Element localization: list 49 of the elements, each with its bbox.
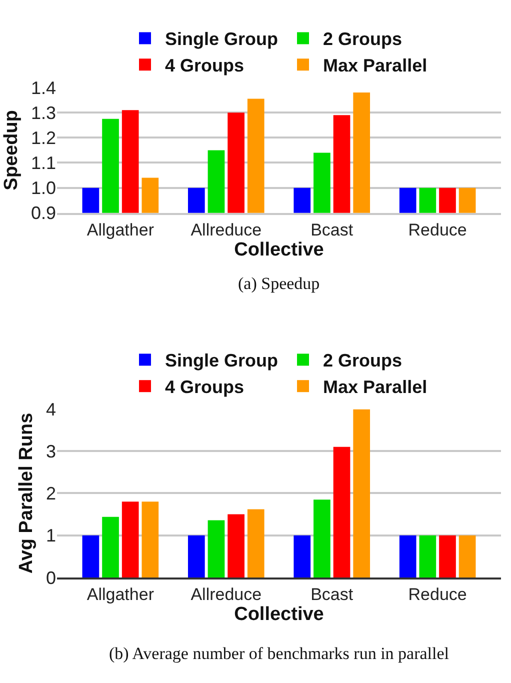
bar bbox=[439, 535, 456, 578]
x-tick-label: Bcast bbox=[310, 220, 354, 240]
legend-label: 4 Groups bbox=[165, 56, 244, 76]
legend-label: Max Parallel bbox=[323, 377, 428, 398]
x-tick-label: Allreduce bbox=[190, 584, 262, 604]
bar bbox=[314, 500, 330, 578]
bar bbox=[82, 535, 100, 578]
bar bbox=[188, 535, 205, 578]
legend-label: Single Group bbox=[165, 29, 278, 50]
x-tick-label: Reduce bbox=[408, 220, 467, 240]
y-tick-label: 1.3 bbox=[30, 102, 56, 123]
bar bbox=[333, 446, 350, 578]
bar bbox=[458, 535, 476, 578]
y-tick-label: 3 bbox=[46, 441, 56, 462]
legend-label: 4 Groups bbox=[165, 377, 244, 398]
y-tick-label: 1.4 bbox=[30, 78, 56, 98]
bar bbox=[228, 514, 244, 578]
y-tick-label: 1.2 bbox=[30, 128, 56, 148]
x-tick-label: Allgather bbox=[86, 584, 154, 604]
y-tick-label: 1.1 bbox=[30, 153, 56, 174]
y-tick-label: 2 bbox=[46, 484, 56, 504]
y-axis-title: Speedup bbox=[0, 110, 22, 190]
y-tick-label: 1.0 bbox=[30, 178, 56, 198]
y-tick-label: 0.9 bbox=[30, 203, 56, 224]
x-tick-label: Allgather bbox=[86, 220, 154, 240]
y-tick-label: 4 bbox=[46, 399, 56, 420]
y-tick-label: 0 bbox=[46, 568, 56, 588]
bar bbox=[102, 516, 119, 578]
bar bbox=[142, 502, 159, 578]
bar bbox=[208, 520, 225, 578]
y-axis-title: Avg Parallel Runs bbox=[16, 412, 37, 574]
text: (b) Average number of benchmarks run in parallel bbox=[109, 644, 450, 663]
x-axis-title: Collective bbox=[234, 604, 324, 625]
x-tick-label: Reduce bbox=[408, 584, 467, 604]
bar bbox=[294, 535, 311, 578]
bar bbox=[419, 535, 436, 578]
bar bbox=[399, 535, 416, 578]
bar bbox=[122, 502, 139, 578]
bar bbox=[353, 409, 370, 578]
bar bbox=[247, 509, 264, 578]
x-tick-label: Bcast bbox=[310, 584, 354, 604]
y-tick-label: 1 bbox=[46, 526, 56, 546]
text: (a) Speedup bbox=[238, 274, 320, 293]
x-tick-label: Allreduce bbox=[190, 220, 262, 240]
legend-label: 2 Groups bbox=[323, 29, 402, 50]
legend-label: Single Group bbox=[165, 350, 278, 371]
x-axis-title: Collective bbox=[234, 239, 324, 260]
legend-label: 2 Groups bbox=[323, 350, 402, 371]
legend-label: Max Parallel bbox=[323, 56, 428, 76]
